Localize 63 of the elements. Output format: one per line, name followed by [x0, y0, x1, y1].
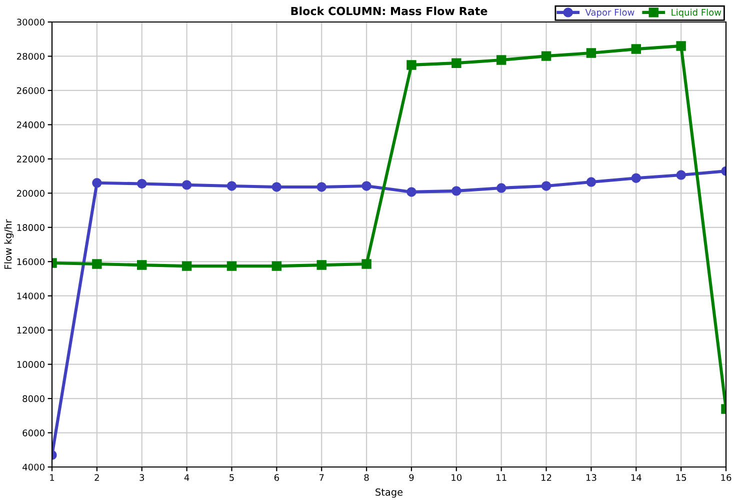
x-tick-label: 13	[586, 474, 596, 481]
x-tick-label: 12	[542, 474, 552, 481]
point	[631, 44, 641, 54]
point	[452, 58, 462, 68]
legend-label: Vapor Flow	[585, 8, 634, 18]
x-tick-label: 10	[452, 474, 462, 481]
x-axis-title: Stage	[376, 488, 403, 498]
point	[406, 187, 416, 197]
y-tick-label: 12000	[17, 326, 44, 334]
chart-title: Block COLUMN: Mass Flow Rate	[291, 6, 488, 16]
y-tick-label: 4000	[22, 464, 44, 471]
x-tick-label: 11	[496, 474, 506, 481]
point	[496, 55, 506, 65]
y-tick-label: 20000	[17, 190, 44, 197]
point	[137, 178, 147, 189]
x-tick-label: 6	[274, 474, 279, 481]
point	[676, 170, 686, 180]
y-tick-label: 8000	[22, 395, 44, 402]
x-tick-label: 1	[50, 474, 54, 481]
y-tick-label: 22000	[17, 156, 44, 162]
y-tick-label: 10000	[17, 361, 44, 368]
legend-label: Liquid Flow	[672, 8, 722, 18]
point	[92, 178, 102, 188]
y-axis-title: Flow kg/hr	[4, 219, 14, 269]
point	[137, 260, 147, 270]
x-tick-label: 9	[409, 474, 414, 481]
point	[452, 186, 462, 196]
point	[92, 259, 102, 269]
y-tick-label: 14000	[17, 292, 44, 300]
point	[316, 182, 326, 192]
y-tick-label: 30000	[17, 18, 44, 26]
point	[541, 181, 552, 191]
x-tick-label: 2	[94, 474, 99, 481]
x-tick-label: 15	[676, 474, 686, 481]
x-tick-label: 7	[319, 474, 324, 481]
point	[226, 261, 237, 271]
x-tick-label: 5	[230, 474, 234, 481]
point	[226, 181, 237, 191]
point	[182, 261, 192, 271]
point	[316, 260, 326, 270]
y-tick-label: 24000	[17, 121, 44, 128]
point	[182, 180, 192, 190]
point	[631, 173, 641, 183]
point	[362, 259, 372, 269]
x-tick-label: 14	[631, 474, 642, 481]
y-tick-label: 26000	[17, 87, 44, 94]
point	[272, 261, 282, 271]
y-tick-label: 18000	[17, 224, 44, 231]
point	[541, 51, 552, 61]
point	[586, 48, 596, 58]
x-tick-label: 3	[140, 474, 144, 481]
y-tick-label: 28000	[17, 52, 44, 60]
x-tick-label: 8	[364, 474, 369, 481]
point	[362, 181, 372, 191]
point	[676, 41, 686, 51]
point	[406, 60, 416, 70]
y-tick-label: 16000	[17, 258, 44, 266]
x-tick-label: 16	[721, 474, 732, 481]
y-tick-label: 6000	[22, 430, 44, 436]
point	[586, 177, 596, 187]
x-tick-label: 4	[184, 474, 190, 481]
point	[272, 182, 282, 192]
point	[496, 183, 506, 193]
